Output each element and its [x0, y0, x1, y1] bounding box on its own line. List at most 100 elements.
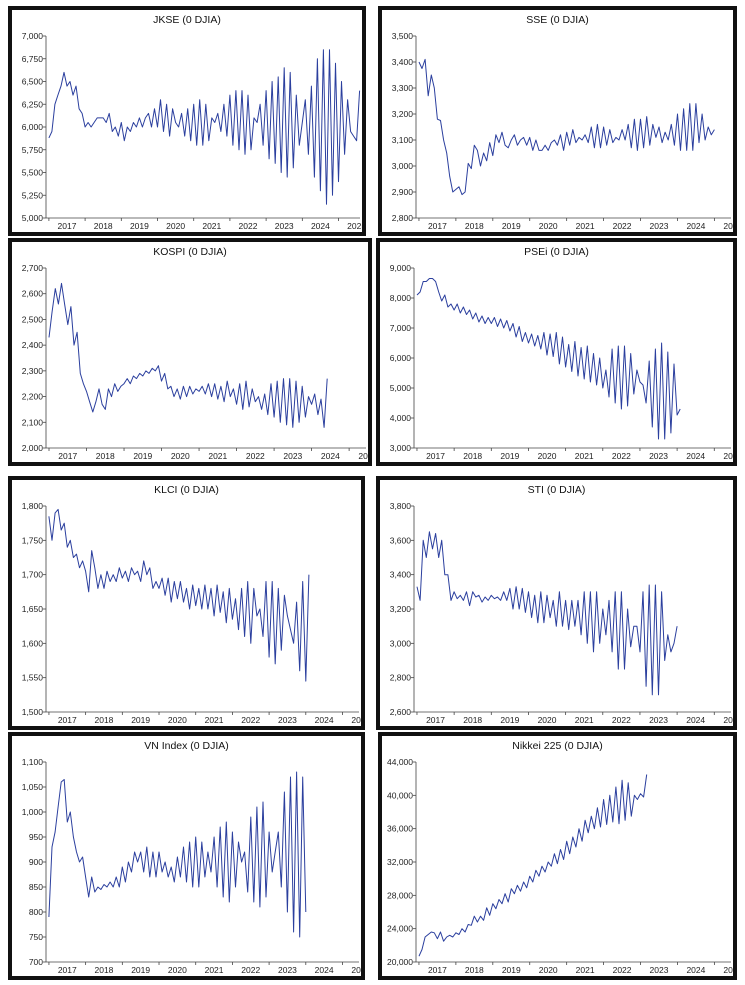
- x-tick-label: 2022: [612, 451, 631, 461]
- x-tick-label: 2017: [58, 451, 77, 461]
- y-tick-label: 1,800: [22, 501, 44, 511]
- series-line: [48, 49, 361, 205]
- y-tick-label: 2,700: [22, 263, 44, 273]
- y-tick-label: 2,800: [392, 213, 414, 223]
- y-tick-label: 6,000: [390, 353, 412, 363]
- y-tick-label: 1,650: [22, 604, 44, 614]
- y-tick-label: 1,600: [22, 638, 44, 648]
- x-tick-label: 2019: [133, 451, 152, 461]
- chart-panel-jkse: JKSE (0 DJIA) 5,000 5,250 5,500 5,750 6,000 6,…: [8, 6, 366, 236]
- chart-title: Nikkei 225 (0 DJIA): [512, 740, 602, 752]
- x-tick-label: 2025: [358, 451, 368, 461]
- x-tick-label: 2023: [278, 965, 297, 975]
- x-tick-label: 2025: [723, 965, 733, 975]
- y-tick-label: 3,200: [390, 604, 412, 614]
- y-tick-label: 3,400: [392, 57, 414, 67]
- y-tick-label: 6,250: [22, 99, 44, 109]
- x-tick-label: 2018: [94, 221, 113, 231]
- series-line: [48, 508, 310, 682]
- y-tick-label: 6,500: [22, 77, 44, 87]
- y-tick-label: 850: [29, 882, 43, 892]
- x-tick-label: 2021: [575, 451, 594, 461]
- x-tick-label: 2025: [347, 221, 362, 231]
- x-tick-label: 2020: [538, 451, 557, 461]
- x-tick-label: 2020: [171, 451, 190, 461]
- x-tick-label: 2018: [95, 965, 114, 975]
- x-tick-label: 2023: [650, 221, 669, 231]
- x-tick-label: 2022: [613, 221, 632, 231]
- chart-title: VN Index (0 DJIA): [144, 740, 229, 752]
- x-tick-label: 2025: [723, 715, 733, 725]
- y-tick-label: 5,000: [390, 383, 412, 393]
- x-tick-label: 2018: [465, 221, 484, 231]
- chart-svg-klci: KLCI (0 DJIA) 1,500 1,550 1,600 1,650 1,700 1,…: [22, 484, 361, 725]
- x-tick-label: 2023: [649, 715, 668, 725]
- x-tick-label: 2018: [465, 965, 484, 975]
- chart-panel-vn-index: VN Index (0 DJIA) 700 750 800 850 900 950 1,000…: [8, 732, 365, 980]
- x-tick-label: 2021: [205, 715, 224, 725]
- chart-title: SSE (0 DJIA): [526, 14, 588, 26]
- y-tick-label: 9,000: [390, 263, 412, 273]
- chart-svg-sse: SSE (0 DJIA) 2,800 2,900 3,000 3,100 3,200 3,3…: [392, 14, 733, 231]
- x-tick-label: 2025: [723, 221, 733, 231]
- x-tick-label: 2023: [283, 451, 302, 461]
- x-tick-label: 2024: [686, 221, 705, 231]
- x-tick-label: 2024: [686, 451, 705, 461]
- y-tick-label: 950: [29, 832, 43, 842]
- y-tick-label: 2,300: [22, 366, 44, 376]
- y-tick-label: 2,400: [22, 340, 44, 350]
- chart-title: STI (0 DJIA): [528, 484, 586, 496]
- y-tick-label: 700: [29, 957, 43, 967]
- x-tick-label: 2017: [428, 965, 447, 975]
- x-tick-label: 2021: [576, 221, 595, 231]
- chart-title: JKSE (0 DJIA): [153, 14, 221, 26]
- y-tick-label: 44,000: [387, 757, 413, 767]
- x-tick-label: 2020: [166, 221, 185, 231]
- y-tick-label: 900: [29, 857, 43, 867]
- x-tick-label: 2022: [246, 451, 265, 461]
- y-tick-label: 2,600: [22, 289, 44, 299]
- y-tick-label: 24,000: [387, 924, 413, 934]
- x-tick-label: 2018: [96, 451, 115, 461]
- x-tick-label: 2024: [311, 221, 330, 231]
- y-tick-label: 5,500: [22, 168, 44, 178]
- chart-panel-sse: SSE (0 DJIA) 2,800 2,900 3,000 3,100 3,200 3,3…: [378, 6, 737, 236]
- y-tick-label: 36,000: [387, 824, 413, 834]
- y-tick-label: 2,900: [392, 187, 414, 197]
- y-tick-label: 3,200: [392, 109, 414, 119]
- y-tick-label: 5,000: [22, 213, 44, 223]
- chart-svg-jkse: JKSE (0 DJIA) 5,000 5,250 5,500 5,750 6,000 6,…: [22, 14, 362, 231]
- y-tick-label: 2,100: [22, 417, 44, 427]
- x-tick-label: 2023: [650, 965, 669, 975]
- x-tick-label: 2022: [241, 965, 260, 975]
- x-tick-label: 2024: [686, 965, 705, 975]
- y-tick-label: 3,000: [390, 443, 412, 453]
- y-tick-label: 32,000: [387, 857, 413, 867]
- chart-panel-psei: PSEi (0 DJIA) 3,000 4,000 5,000 6,000 7,000 8,…: [376, 238, 737, 466]
- x-tick-label: 2025: [351, 965, 361, 975]
- x-tick-label: 2018: [463, 715, 482, 725]
- y-tick-label: 3,100: [392, 135, 414, 145]
- y-tick-label: 5,250: [22, 190, 44, 200]
- x-tick-label: 2021: [202, 221, 221, 231]
- x-tick-label: 2024: [315, 965, 334, 975]
- x-tick-label: 2021: [205, 965, 224, 975]
- y-tick-label: 20,000: [387, 957, 413, 967]
- x-tick-label: 2018: [463, 451, 482, 461]
- chart-panel-klci: KLCI (0 DJIA) 1,500 1,550 1,600 1,650 1,700 1,…: [8, 476, 365, 730]
- series-line: [48, 771, 307, 938]
- x-tick-label: 2023: [649, 451, 668, 461]
- y-tick-label: 3,300: [392, 83, 414, 93]
- y-tick-label: 3,800: [390, 501, 412, 511]
- x-tick-label: 2024: [321, 451, 340, 461]
- x-tick-label: 2019: [130, 221, 149, 231]
- x-tick-label: 2017: [58, 965, 77, 975]
- y-tick-label: 1,700: [22, 570, 44, 580]
- x-tick-label: 2017: [426, 451, 445, 461]
- y-tick-label: 3,000: [390, 638, 412, 648]
- y-tick-label: 6,000: [22, 122, 44, 132]
- y-tick-label: 3,500: [392, 31, 414, 41]
- chart-panel-nikkei-225: Nikkei 225 (0 DJIA) 20,000 24,000 28,000 32,…: [378, 732, 737, 980]
- y-tick-label: 2,500: [22, 314, 44, 324]
- series-line: [418, 58, 715, 196]
